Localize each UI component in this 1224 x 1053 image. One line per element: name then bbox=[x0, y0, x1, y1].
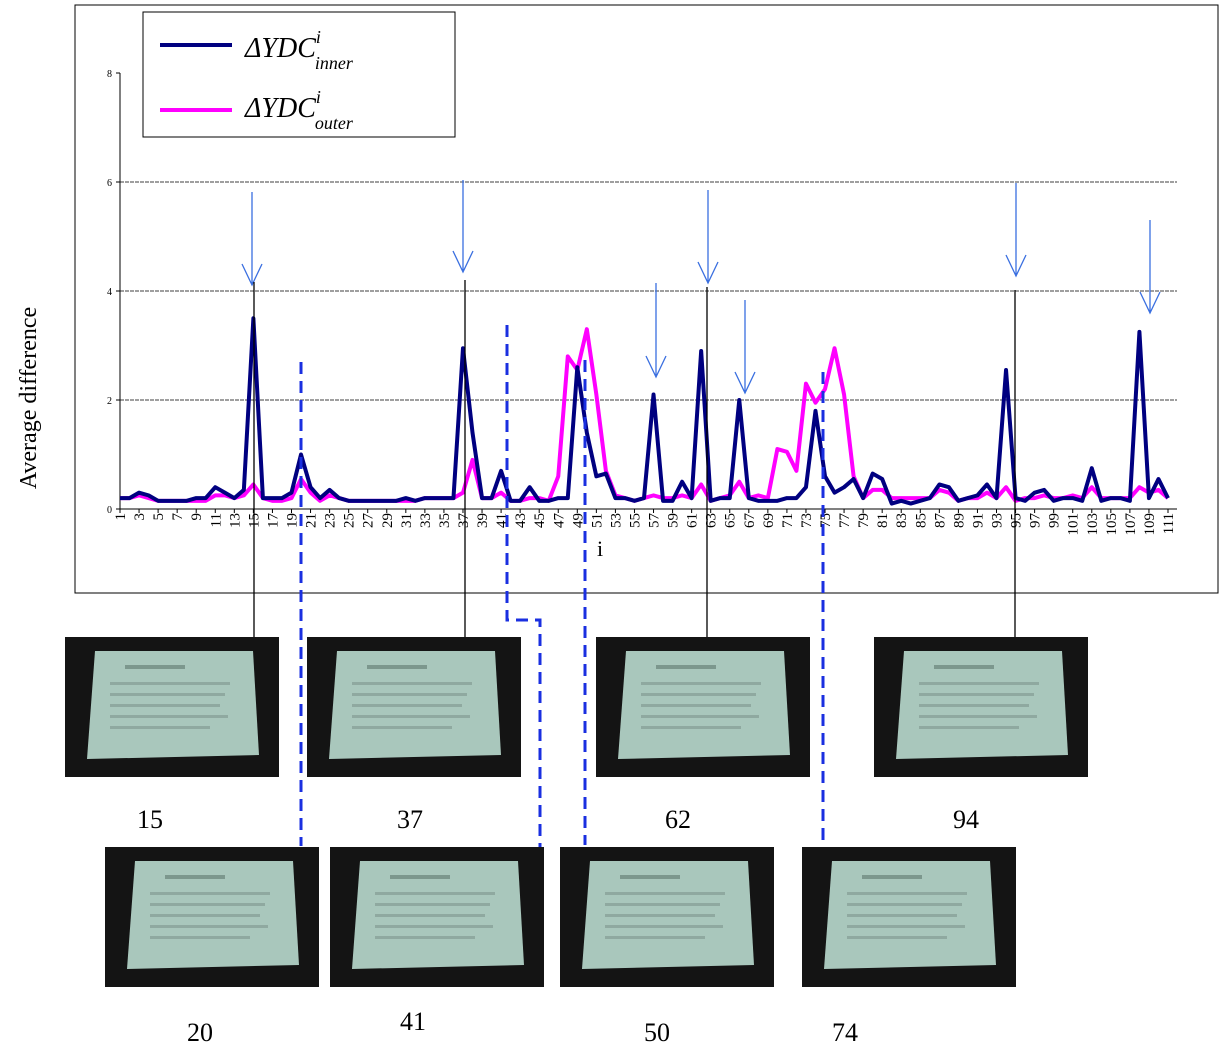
frame-label: 41 bbox=[400, 1007, 426, 1036]
frame-label: 50 bbox=[644, 1018, 670, 1047]
legend: ΔYDCi inner ΔYDCi outer bbox=[142, 11, 456, 138]
legend-label: ΔYDCi outer bbox=[244, 87, 354, 133]
x-tick-label: 25 bbox=[342, 513, 358, 528]
y-tick-label: 0 bbox=[107, 505, 112, 516]
x-tick-label: 57 bbox=[647, 513, 663, 529]
y-tick-label: 8 bbox=[107, 69, 112, 80]
y-tick-label: 2 bbox=[107, 396, 112, 407]
x-tick-label: 55 bbox=[627, 513, 643, 528]
x-tick-label: 37 bbox=[456, 513, 472, 529]
x-tick-label: 53 bbox=[608, 513, 624, 528]
frame-label: 37 bbox=[397, 805, 423, 834]
x-tick-label: 23 bbox=[323, 513, 339, 528]
dashed-connectors bbox=[299, 325, 825, 855]
x-tick-label: 93 bbox=[990, 513, 1006, 528]
x-tick-label: 43 bbox=[513, 513, 529, 528]
x-tick-label: 95 bbox=[1009, 513, 1025, 528]
x-tick-label: 89 bbox=[951, 513, 967, 528]
legend-sup: i bbox=[316, 27, 321, 47]
plot-frame bbox=[74, 4, 1219, 594]
x-tick-label: 107 bbox=[1123, 513, 1139, 536]
x-tick-label: 85 bbox=[913, 513, 929, 528]
frame-image bbox=[874, 637, 1088, 777]
x-tick-label: 67 bbox=[742, 513, 758, 529]
x-tick-label: 61 bbox=[685, 513, 701, 528]
y-tick-label: 6 bbox=[107, 178, 112, 189]
frame-image bbox=[65, 637, 279, 777]
x-tick-label: 9 bbox=[189, 513, 205, 521]
x-tick-label: 51 bbox=[589, 513, 605, 528]
connectors bbox=[253, 280, 1016, 652]
frame-image bbox=[330, 847, 544, 987]
series-line bbox=[120, 316, 1170, 506]
x-tick-label: 77 bbox=[837, 513, 853, 529]
x-tick-label: 17 bbox=[265, 513, 281, 529]
frame-image bbox=[596, 637, 810, 777]
x-tick-label: 19 bbox=[284, 513, 300, 528]
x-tick-label: 75 bbox=[818, 513, 834, 528]
frame-label: 74 bbox=[832, 1018, 858, 1047]
x-tick-label: 13 bbox=[227, 513, 243, 528]
frame-image bbox=[560, 847, 774, 987]
x-tick-label: 109 bbox=[1142, 513, 1158, 536]
x-tick-label: 59 bbox=[666, 513, 682, 528]
x-tick-label: 31 bbox=[399, 513, 415, 528]
x-tick-label: 81 bbox=[875, 513, 891, 528]
x-tick-label: 71 bbox=[780, 513, 796, 528]
x-tick-label: 11 bbox=[208, 513, 224, 527]
x-tick-label: 1 bbox=[113, 513, 129, 521]
legend-sub: inner bbox=[315, 53, 354, 73]
legend-label: ΔYDCi inner bbox=[244, 27, 354, 73]
x-tick-label: 5 bbox=[151, 513, 167, 521]
x-tick-label: 27 bbox=[361, 513, 377, 529]
x-tick-label: 33 bbox=[418, 513, 434, 528]
x-tick-label: 65 bbox=[723, 513, 739, 528]
x-axis-label: i bbox=[597, 536, 603, 561]
x-tick-label: 103 bbox=[1085, 513, 1101, 536]
x-tick-label: 111 bbox=[1161, 513, 1177, 534]
x-tick-label: 73 bbox=[799, 513, 815, 528]
x-tick-label: 91 bbox=[970, 513, 986, 528]
frames: 15 37 62 94 20 41 50 74 bbox=[65, 637, 1088, 1047]
x-tick-label: 47 bbox=[551, 513, 567, 529]
frame-label: 15 bbox=[137, 805, 163, 834]
x-tick-label: 101 bbox=[1066, 513, 1082, 536]
x-tick-label: 3 bbox=[132, 513, 148, 521]
x-tick-label: 79 bbox=[856, 513, 872, 528]
frame-label: 20 bbox=[187, 1018, 213, 1047]
legend-sup: i bbox=[316, 87, 321, 107]
x-tick-label: 99 bbox=[1047, 513, 1063, 528]
legend-name: ΔYDC bbox=[244, 93, 316, 124]
y-tick-label: 4 bbox=[107, 287, 112, 298]
x-tick-label: 7 bbox=[170, 513, 186, 521]
x-tick-label: 29 bbox=[380, 513, 396, 528]
x-tick-label: 63 bbox=[704, 513, 720, 528]
x-tick-label: 39 bbox=[475, 513, 491, 528]
y-axis-label: Average difference bbox=[16, 307, 42, 489]
x-tick-label: 49 bbox=[570, 513, 586, 528]
x-tick-label: 87 bbox=[932, 513, 948, 529]
x-tick-label: 97 bbox=[1028, 513, 1044, 529]
legend-name: ΔYDC bbox=[244, 33, 316, 64]
frame-label: 62 bbox=[665, 805, 691, 834]
frame-image bbox=[105, 847, 319, 987]
legend-sub: outer bbox=[315, 113, 354, 133]
x-tick-label: 45 bbox=[532, 513, 548, 528]
x-tick-label: 21 bbox=[304, 513, 320, 528]
frame-image bbox=[307, 637, 521, 777]
frame-image bbox=[802, 847, 1016, 987]
x-tick-label: 105 bbox=[1104, 513, 1120, 536]
x-tick-label: 69 bbox=[761, 513, 777, 528]
x-tick-label: 35 bbox=[437, 513, 453, 528]
x-tick-label: 83 bbox=[894, 513, 910, 528]
arrows bbox=[241, 180, 1161, 395]
frame-label: 94 bbox=[953, 805, 979, 834]
